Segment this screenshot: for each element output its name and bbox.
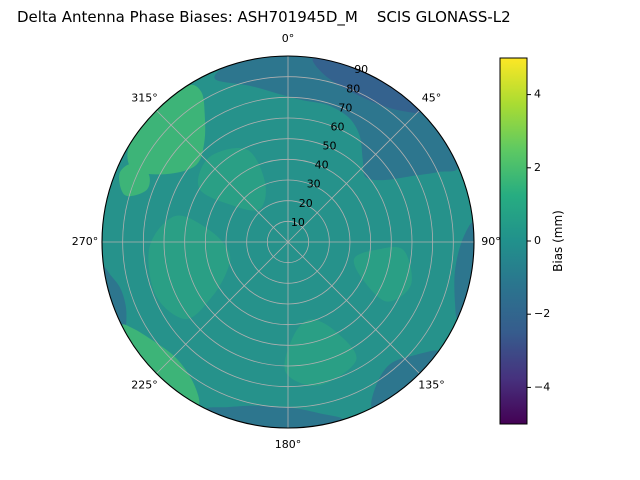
angular-tick-label: 270° [72, 235, 99, 248]
radial-tick-label: 20 [299, 197, 313, 210]
contour-region-left-bottom-negative [103, 267, 127, 330]
contour-region-mottle-bottom [284, 319, 357, 386]
radial-tick-label: 70 [338, 101, 352, 114]
contour-region-mottle-upper-left [197, 148, 266, 211]
angular-gridline [156, 241, 289, 374]
contour-region-bottom-right-negative [371, 350, 439, 408]
chart-title: Delta Antenna Phase Biases: ASH701945D_M… [17, 8, 511, 27]
angular-gridline [287, 110, 420, 243]
colorbar-bar [499, 57, 528, 425]
radial-tick-label: 60 [331, 120, 345, 133]
colorbar: −4 −2 0 2 4 [499, 57, 550, 425]
angular-tick-label: 180° [275, 438, 302, 451]
radial-tick-label: 40 [315, 159, 329, 172]
colorbar-axis-label: Bias (mm) [551, 210, 565, 272]
angular-tick-label: 0° [282, 32, 295, 45]
polar-spine [101, 55, 475, 429]
polar-grid-layer [101, 55, 475, 429]
contour-region-bottom-negative [206, 405, 343, 428]
angular-tick-label: 135° [418, 379, 445, 392]
colorbar-tick-label: 2 [534, 161, 541, 174]
angular-tick-label: 45° [422, 92, 442, 105]
tick-label-layer: 0° 45° 90° 135° 180° 225° 270° 315° 10 20 30 40 50 60… [72, 32, 501, 451]
angular-tick-label: 90° [481, 235, 501, 248]
contour-region-right-negative [454, 222, 474, 319]
contour-region-top-negative-core [312, 57, 421, 114]
angular-tick-label: 225° [131, 379, 158, 392]
angular-gridline [287, 241, 420, 374]
angular-tick-label: 315° [131, 92, 158, 105]
contour-region-top-negative-band [214, 56, 458, 181]
colorbar-tick-label: −4 [534, 380, 550, 393]
radial-tick-label: 90 [354, 63, 368, 76]
colorbar-tick-label: 4 [534, 88, 541, 101]
radial-tick-label: 50 [323, 140, 337, 153]
radial-tick-label: 80 [346, 82, 360, 95]
contour-region-mottle-left [148, 215, 231, 320]
radial-tick-label: 30 [307, 178, 321, 191]
colorbar-tick-label: 0 [534, 234, 541, 247]
angular-gridline [156, 110, 289, 243]
colorbar-tick-label: −2 [534, 307, 550, 320]
radial-tick-label: 10 [291, 216, 305, 229]
contour-region-green-225 [122, 324, 200, 405]
